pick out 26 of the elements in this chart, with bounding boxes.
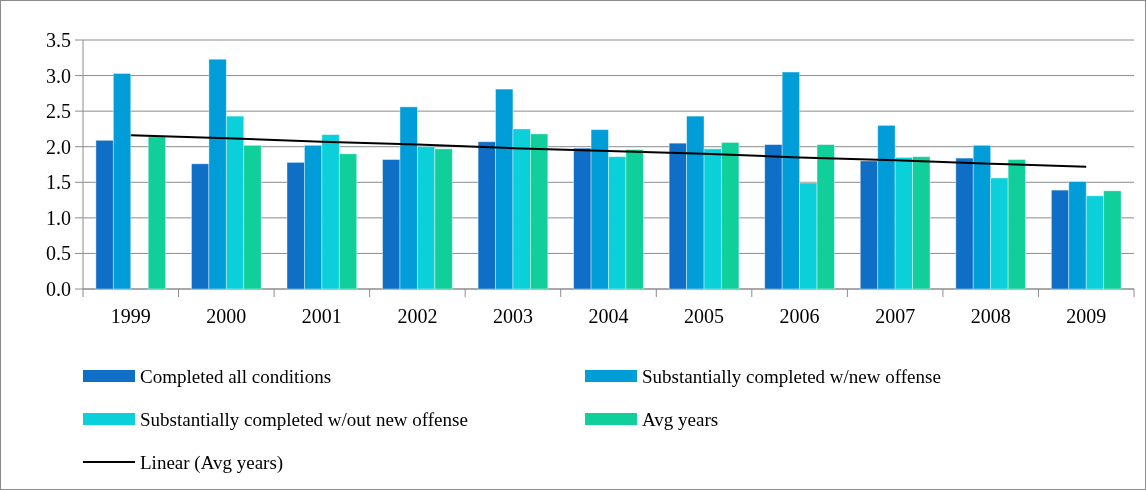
x-tick-label: 2000	[206, 305, 247, 327]
x-tick-label: 2009	[1066, 305, 1107, 327]
bar	[147, 136, 167, 290]
x-tick-label: 1999	[110, 305, 151, 327]
line-series	[129, 134, 1088, 168]
legend-label: Avg years	[642, 408, 719, 430]
y-tick-label: 3.0	[46, 64, 71, 87]
x-tick-label: 2008	[970, 305, 1011, 327]
x-tick-label: 2001	[301, 305, 342, 327]
x-tick-label: 2007	[875, 305, 916, 327]
y-tick-label: 0.5	[46, 242, 71, 265]
y-tick-label: 1.0	[46, 206, 71, 229]
legend-label: Substantially completed w/new offense	[642, 365, 941, 387]
y-tick-label: 2.0	[46, 135, 71, 158]
x-tick-label: 2004	[588, 305, 629, 327]
x-tick-label: 2005	[684, 305, 725, 327]
y-tick-label: 0.0	[46, 278, 71, 300]
legend-label: Completed all conditions	[140, 365, 332, 387]
legend-label: Substantially completed w/out new offense	[140, 408, 468, 430]
x-tick-label: 2003	[492, 305, 533, 327]
y-tick-label: 3.5	[46, 29, 71, 51]
x-tick-label: 2002	[397, 305, 438, 327]
y-tick-label: 1.5	[46, 171, 71, 194]
x-tick-label: 2006	[779, 305, 820, 327]
legend-label: Linear (Avg years)	[140, 451, 284, 474]
y-tick-label: 2.5	[46, 100, 71, 123]
